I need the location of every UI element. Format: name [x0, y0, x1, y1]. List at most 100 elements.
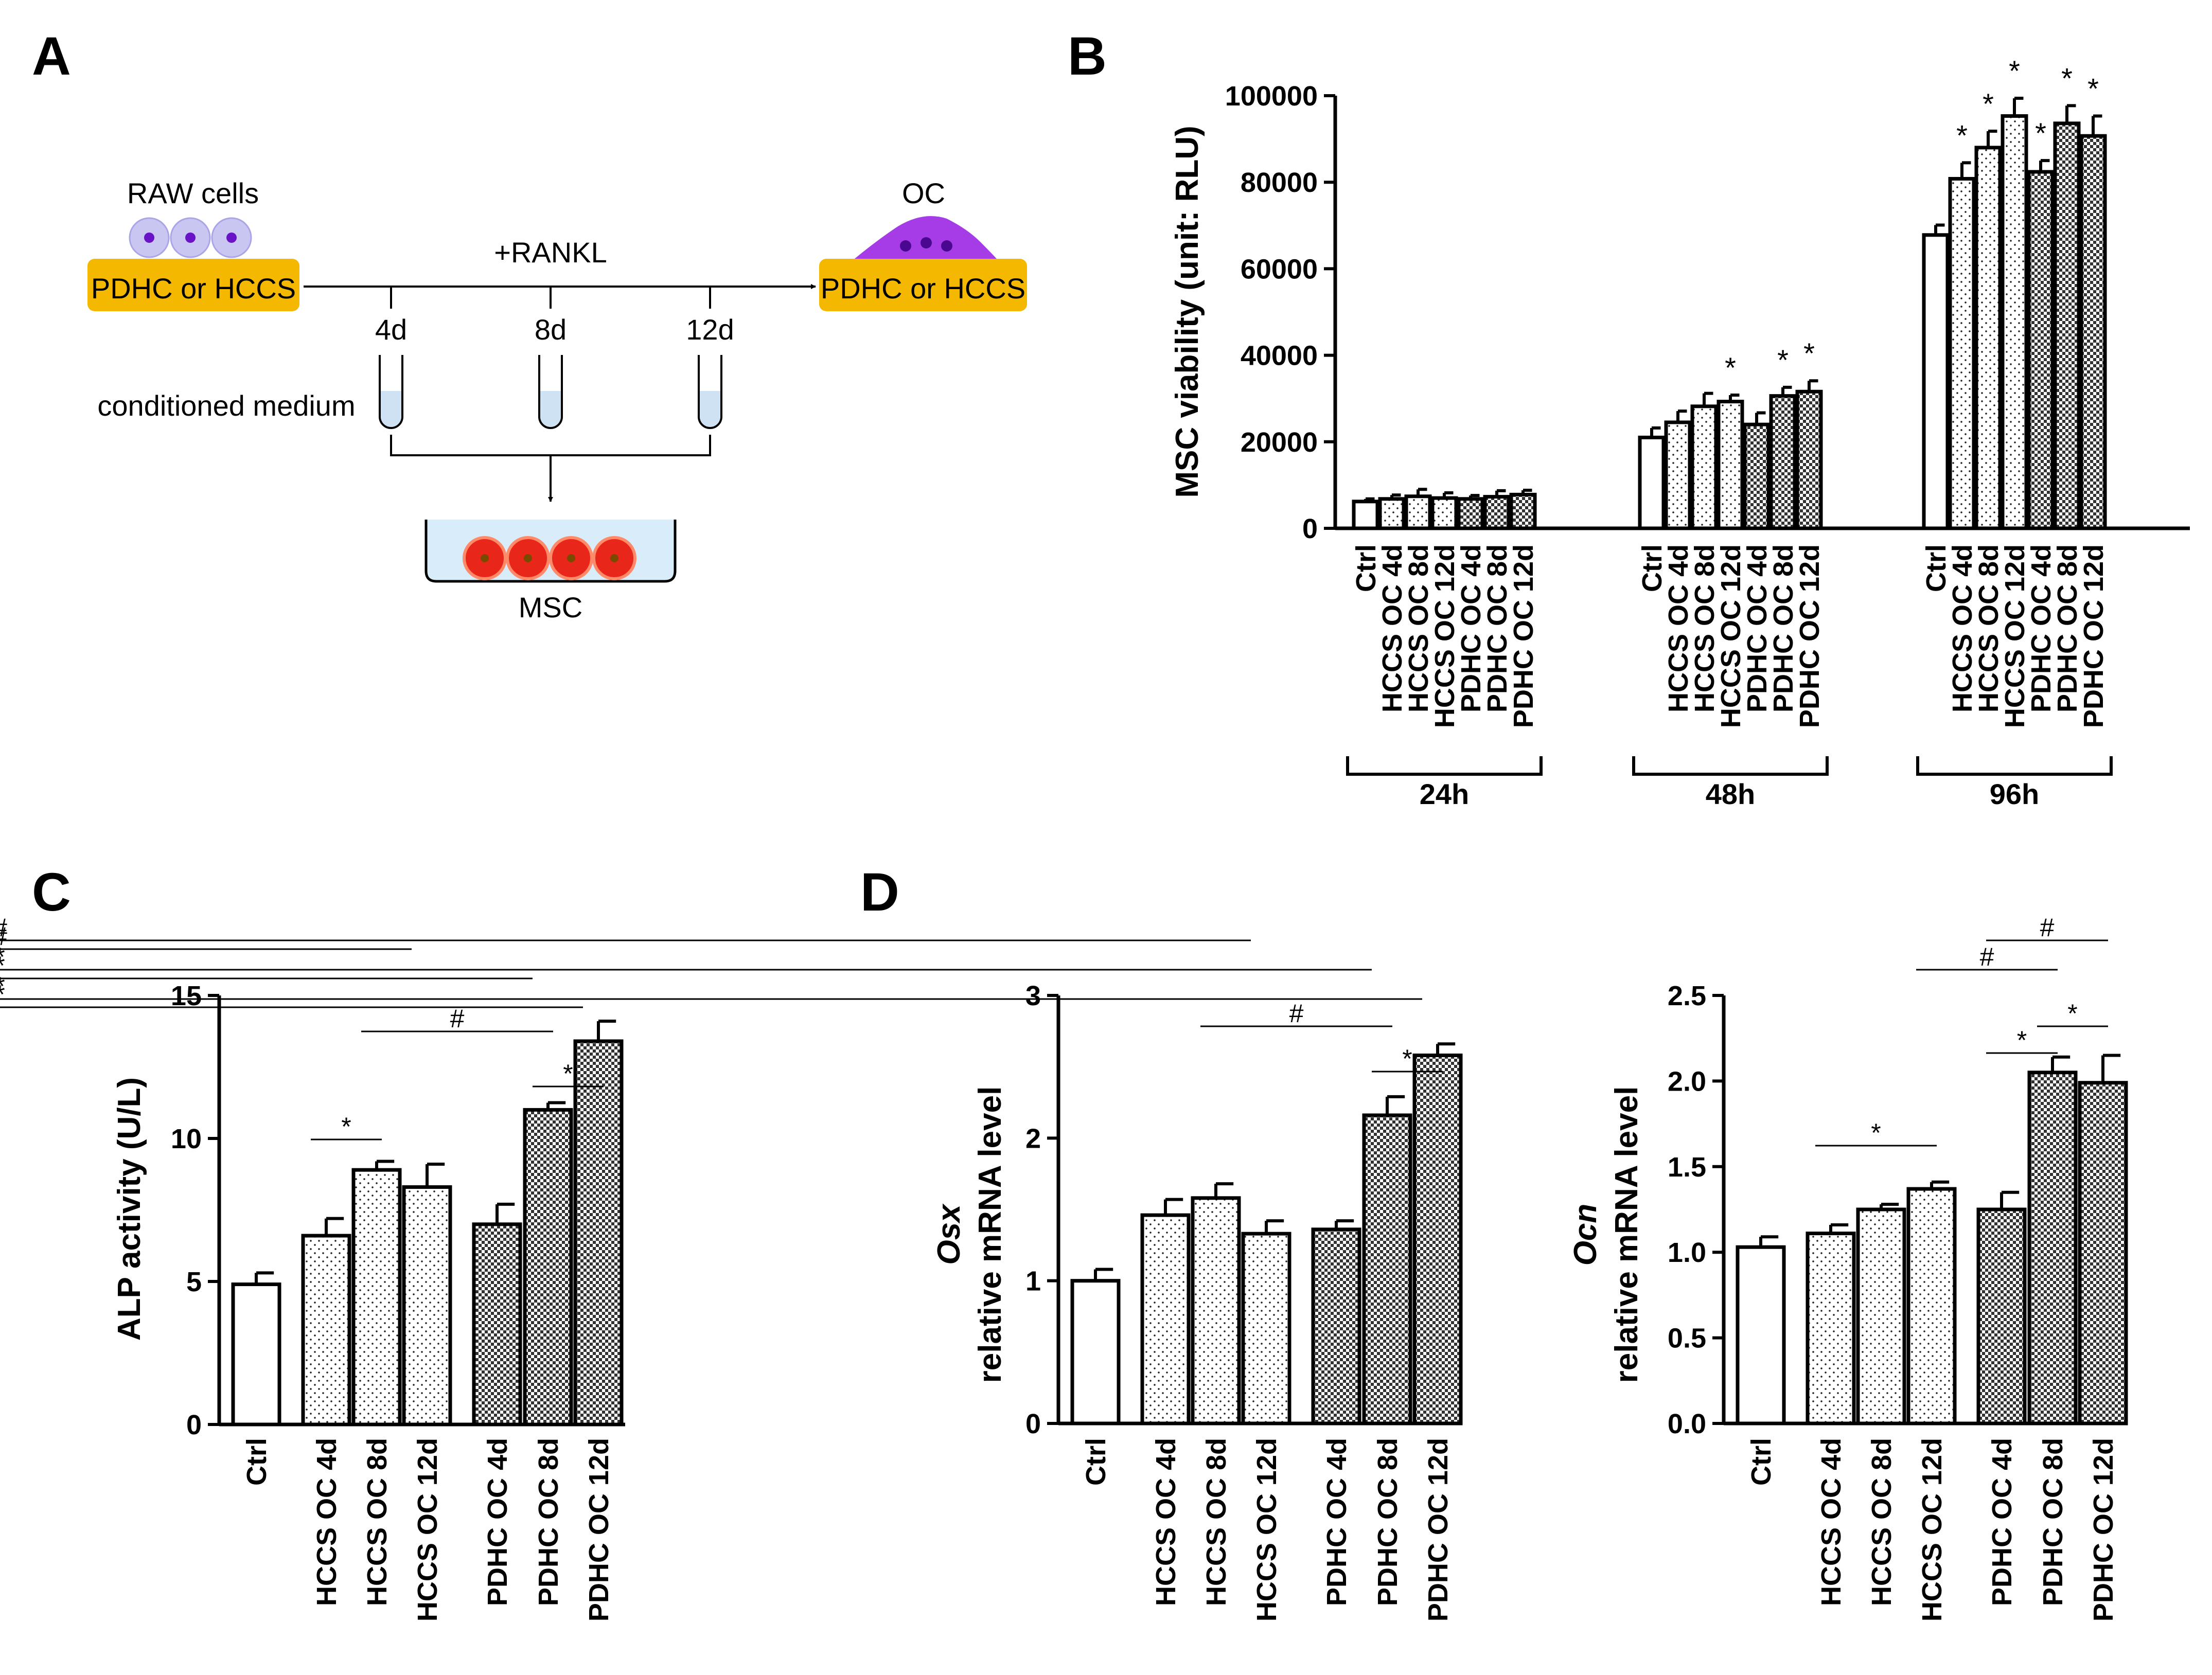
bar [2078, 1081, 2128, 1425]
category-label: PDHC OC 8d [1768, 544, 1799, 712]
group-bracket [1632, 756, 1829, 776]
category-label: HCCS OC 12d [1999, 544, 2030, 728]
category-label: HCCS OC 12d [412, 1438, 443, 1621]
category-label: HCCS OC 8d [1689, 544, 1720, 712]
bar [2027, 170, 2055, 530]
y-tick-label: 0.0 [1668, 1409, 1706, 1439]
bar [2053, 121, 2081, 530]
y-tick-label: 0.5 [1668, 1323, 1706, 1354]
category-label: HCCS OC 4d [1151, 1438, 1181, 1606]
significance-star: * [1983, 87, 1994, 120]
category-label: Ctrl [1746, 1438, 1777, 1486]
category-label: PDHC OC 12d [1508, 544, 1539, 728]
panel-d-osx-y-label-gene: Osx [931, 1203, 967, 1265]
category-label: Ctrl [241, 1438, 272, 1486]
bar [402, 1185, 452, 1427]
comparison-mark: # [1980, 942, 1994, 971]
bar [1976, 1207, 2027, 1425]
category-label: Ctrl [1351, 544, 1382, 592]
category-label: HCCS OC 8d [1973, 544, 2004, 712]
bar [1664, 420, 1692, 530]
comparison-mark: # [450, 1004, 465, 1033]
y-tick-label: 20000 [1241, 427, 1318, 458]
category-label: HCCS OC 12d [1429, 544, 1460, 728]
conditioned-medium-label: conditioned medium [97, 389, 355, 422]
category-label: PDHC OC 4d [1987, 1438, 2018, 1606]
panel-d-ocn-y-label-gene: Ocn [1568, 1204, 1603, 1266]
category-label: PDHC OC 4d [1456, 544, 1487, 712]
bar [523, 1108, 573, 1427]
y-tick-label: 3 [1025, 981, 1041, 1011]
panel-label-c: C [32, 862, 71, 922]
day-label-8d: 8d [535, 313, 567, 346]
substrate-left-label: PDHC or HCCS [91, 272, 296, 305]
category-label: HCCS OC 4d [1377, 544, 1408, 712]
bar [1638, 435, 1666, 530]
bar [1948, 176, 1976, 530]
category-label: PDHC OC 8d [1372, 1438, 1403, 1606]
comparison-mark: # [0, 922, 7, 951]
bar [1743, 422, 1771, 530]
category-label: HCCS OC 4d [1947, 544, 1978, 712]
category-label: PDHC OC 4d [482, 1438, 513, 1606]
bar [1769, 394, 1797, 530]
bar [1430, 496, 1458, 530]
panel-label-d: D [860, 862, 899, 922]
y-tick-label: 1.5 [1668, 1152, 1706, 1183]
category-label: PDHC OC 12d [2088, 1438, 2119, 1621]
bar [1311, 1227, 1361, 1425]
panel-label-a: A [32, 26, 71, 86]
comparison-mark: * [2067, 999, 2077, 1028]
comparison-mark: * [0, 951, 5, 980]
panel-b-y-label: MSC viability (unit: RLU) [1170, 126, 1205, 497]
category-label: HCCS OC 4d [1663, 544, 1694, 712]
schematic-panel-a: RAW cells PDHC or HCCS +RANKL 4d 8d 12d … [87, 177, 1027, 623]
y-tick-label: 2.0 [1668, 1066, 1706, 1097]
comparison-mark: # [0, 913, 7, 942]
group-bracket [1916, 756, 2113, 776]
category-label: Ctrl [1921, 544, 1952, 592]
msc-dish [424, 520, 677, 583]
group-label: 96h [1990, 778, 2040, 810]
bar [1352, 500, 1379, 530]
substrate-right-label: PDHC or HCCS [821, 272, 1025, 305]
y-tick-label: 0 [1025, 1409, 1041, 1439]
raw-cells-label: RAW cells [127, 177, 259, 209]
bar [1404, 494, 1432, 530]
panel-d-osx-y-label: relative mRNA level [972, 1086, 1008, 1383]
significance-star: * [2035, 117, 2046, 149]
category-label: PDHC OC 8d [533, 1438, 564, 1606]
significance-star: * [1777, 344, 1789, 376]
substrate-left [87, 259, 299, 311]
y-tick-label: 40000 [1241, 341, 1318, 371]
day-label-4d: 4d [375, 313, 407, 346]
category-label: PDHC OC 12d [1423, 1438, 1454, 1621]
category-label: PDHC OC 12d [1794, 544, 1825, 728]
bar [2027, 1071, 2078, 1425]
y-tick-label: 10 [171, 1124, 202, 1154]
bar [1509, 492, 1537, 530]
group-label: 24h [1420, 778, 1470, 810]
panel-label-b: B [1068, 26, 1107, 86]
category-label: HCCS OC 12d [1715, 544, 1746, 728]
bar [1378, 497, 1406, 530]
category-label: HCCS OC 8d [362, 1438, 393, 1606]
bar [1736, 1245, 1786, 1425]
significance-star: * [2009, 55, 2020, 87]
comparison-mark: * [341, 1112, 351, 1141]
category-label: Ctrl [1637, 544, 1668, 592]
medium-tubes [379, 355, 722, 429]
bar [301, 1234, 351, 1427]
bar [351, 1168, 402, 1427]
category-label: HCCS OC 4d [311, 1438, 342, 1606]
y-tick-label: 2 [1025, 1123, 1041, 1154]
panel-c-y-label: ALP activity (U/L) [112, 1077, 147, 1341]
msc-label: MSC [519, 591, 582, 623]
comparison-mark: * [0, 972, 5, 1001]
group-bracket [1346, 756, 1543, 776]
category-label: PDHC OC 12d [2078, 544, 2109, 728]
panel-d-ocn-chart: 0.0 0.5 1.0 1.5 2.0 2.5 Ocn relative mRNA lev… [1568, 913, 2128, 1621]
y-tick-label: 1 [1025, 1266, 1041, 1297]
category-label: PDHC OC 4d [2026, 544, 2057, 712]
